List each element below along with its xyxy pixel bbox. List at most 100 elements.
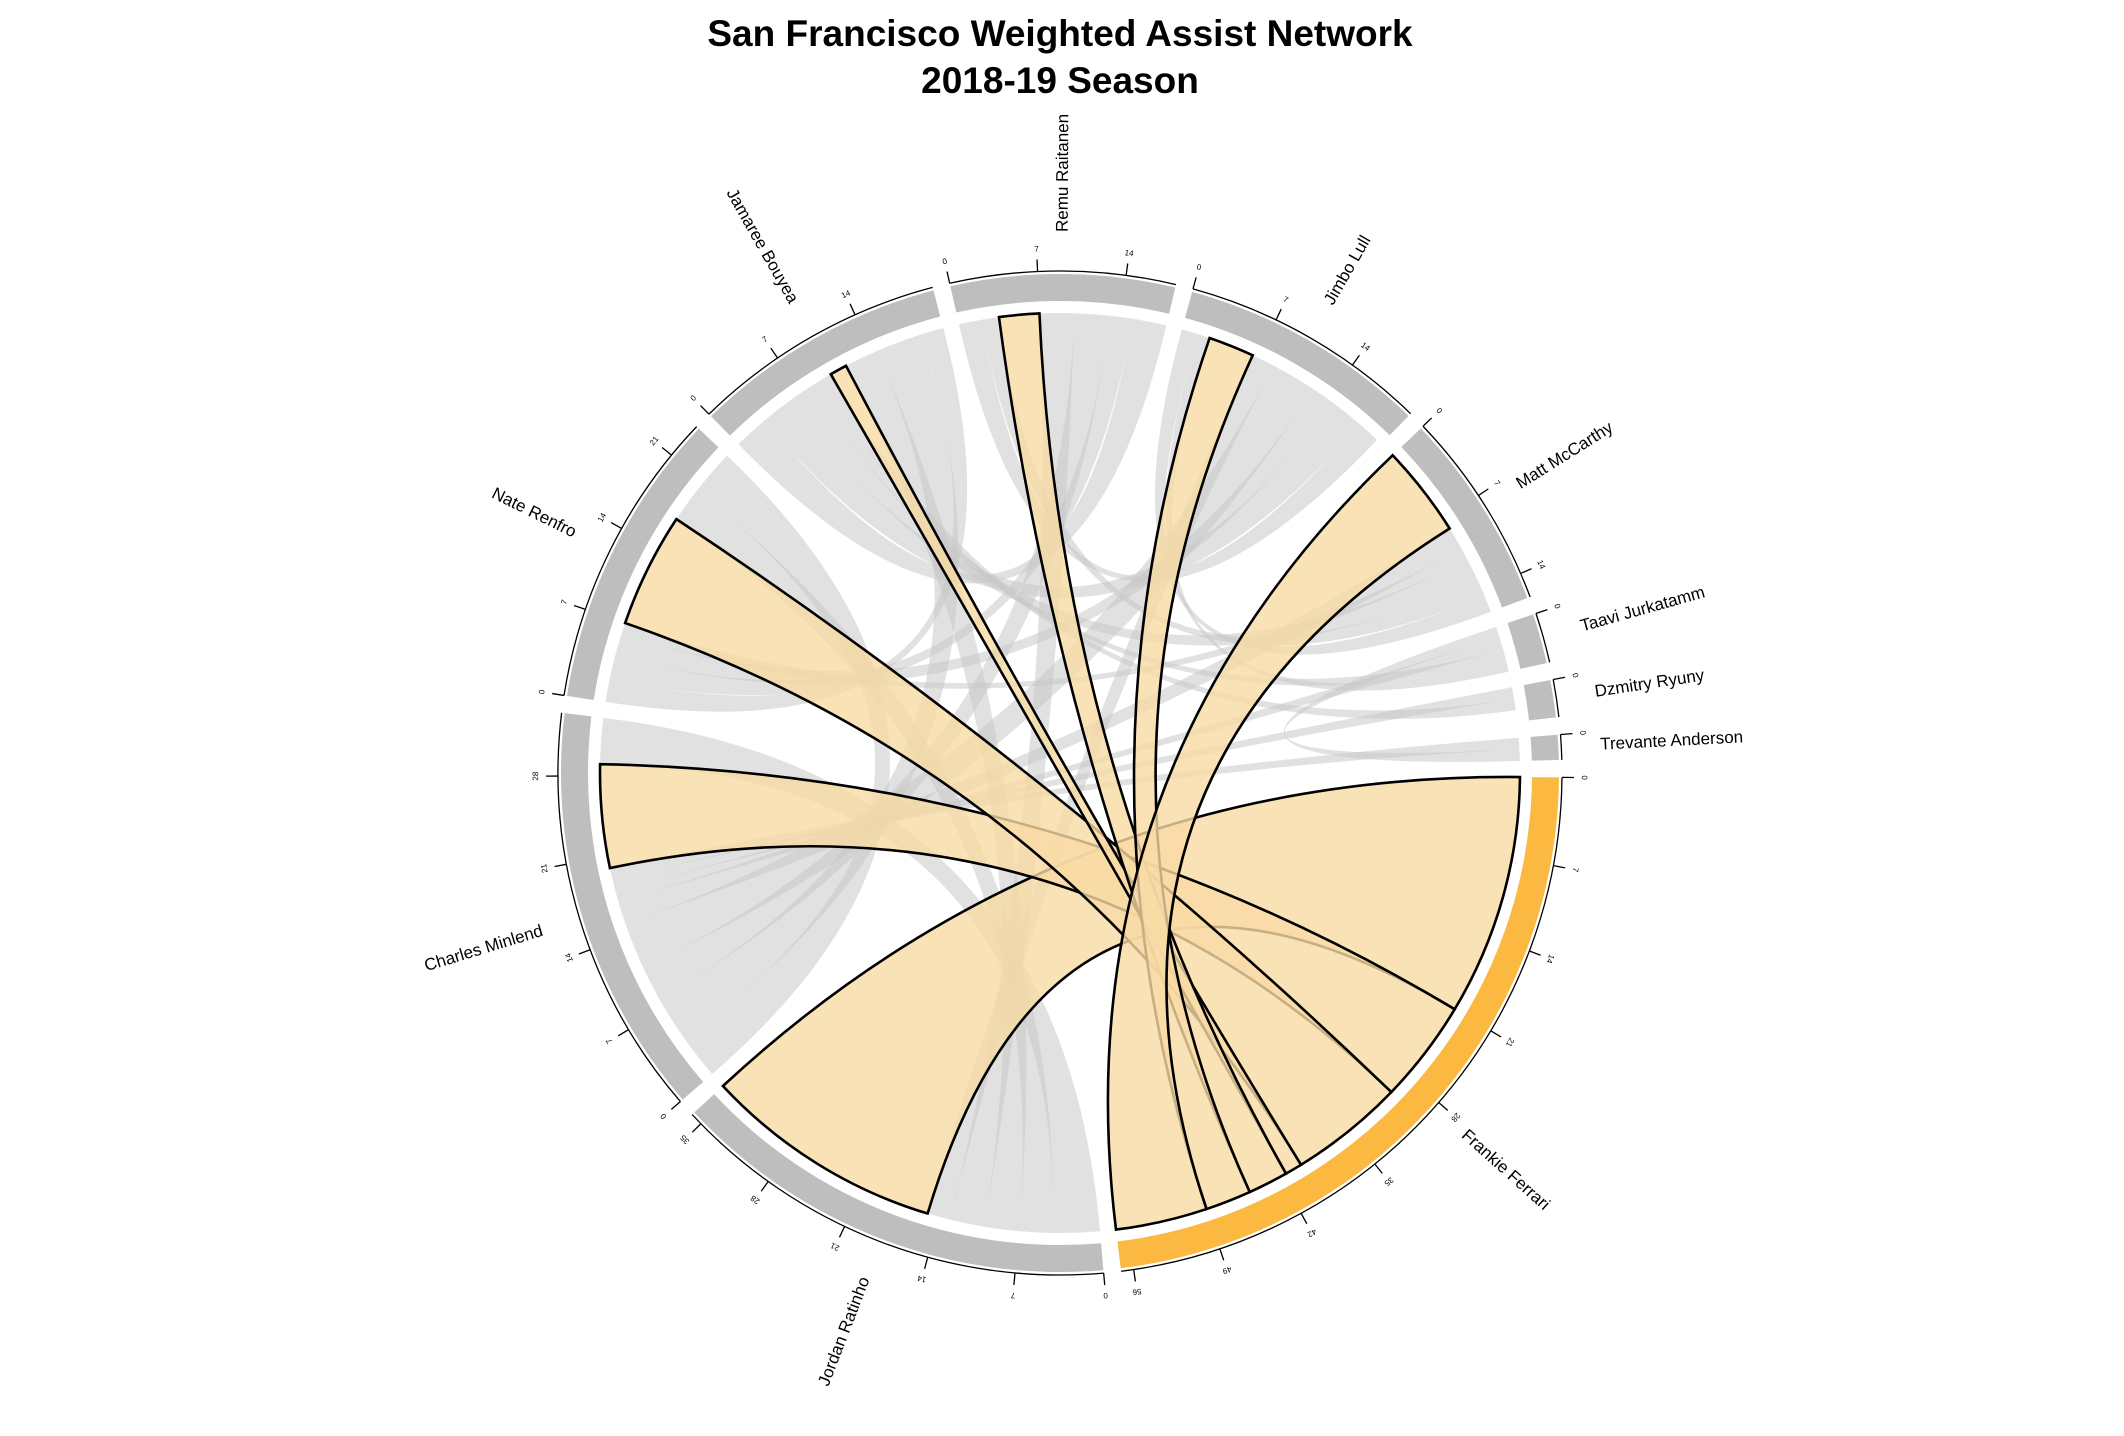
link <box>927 355 1274 1220</box>
chart-title: San Francisco Weighted Assist Network <box>707 13 1413 54</box>
link <box>1154 329 1491 655</box>
tick-label: 42 <box>1305 1227 1318 1239</box>
tick <box>700 405 710 415</box>
tick <box>1520 568 1532 575</box>
tick <box>849 303 856 316</box>
axis-line <box>557 712 681 1102</box>
tick-label: 28 <box>749 1193 762 1206</box>
tick-label: 14 <box>1359 341 1372 354</box>
tick-label: 14 <box>1544 953 1556 965</box>
tick <box>1103 1273 1106 1286</box>
tick <box>946 271 951 284</box>
tick-label: 21 <box>829 1240 841 1252</box>
sector <box>1523 680 1556 721</box>
tick <box>1438 1102 1449 1111</box>
sector <box>711 290 941 436</box>
axis-line <box>708 286 933 415</box>
tick-label: 28 <box>531 771 540 781</box>
sector-label: Dzmitry Ryuny <box>1593 665 1706 700</box>
axis-line <box>691 1114 1104 1276</box>
tick <box>838 1226 846 1238</box>
link <box>683 455 890 1075</box>
tick-label: 0 <box>942 256 949 266</box>
sector-label: Remu Raitanen <box>1053 114 1073 232</box>
link <box>625 365 1314 968</box>
tick-label: 28 <box>1449 1111 1462 1124</box>
tick-label: 21 <box>1504 1036 1517 1049</box>
tick-label: 14 <box>916 1273 927 1284</box>
tick-label: 0 <box>1196 262 1203 272</box>
tick <box>1490 1030 1502 1038</box>
sector <box>1507 614 1547 669</box>
sector <box>1117 777 1559 1269</box>
axis-line <box>1535 613 1551 663</box>
tick-label: 7 <box>1034 245 1039 254</box>
link <box>764 399 1360 598</box>
tick-label: 14 <box>1535 559 1547 571</box>
link <box>958 319 1378 582</box>
tick <box>1477 488 1489 497</box>
tick-label: 21 <box>648 434 661 447</box>
tick-label: 0 <box>1580 775 1589 780</box>
link <box>820 374 1516 719</box>
axis-line <box>1192 288 1412 415</box>
tick <box>1219 1248 1225 1261</box>
sector <box>1185 291 1409 436</box>
sector-label: Trevante Anderson <box>1600 727 1744 753</box>
tick-label: 7 <box>1282 295 1290 305</box>
tick <box>923 1257 929 1270</box>
tick-label: 0 <box>1578 730 1587 736</box>
axis-line <box>1121 777 1563 1272</box>
tick-label: 14 <box>1124 248 1135 258</box>
tick <box>1133 1269 1137 1282</box>
tick-label: 35 <box>678 1133 691 1146</box>
tick <box>1275 308 1282 321</box>
tick <box>1374 1163 1383 1174</box>
link <box>609 315 1133 696</box>
tick-label: 0 <box>1570 672 1580 679</box>
tick-label: 56 <box>1131 1287 1142 1297</box>
tick <box>1529 950 1541 956</box>
link <box>605 328 968 712</box>
link <box>1283 626 1520 762</box>
tick <box>1553 676 1566 681</box>
tick-label: 7 <box>559 598 569 606</box>
tick-label: 35 <box>1382 1175 1395 1188</box>
sector-label: Nate Renfro <box>489 484 580 542</box>
sector <box>694 1094 1104 1273</box>
tick <box>1192 277 1197 290</box>
tick <box>1125 263 1129 276</box>
sector-label: Jimbo Lull <box>1320 232 1375 308</box>
highlight-links <box>598 312 1522 1232</box>
sector <box>1401 428 1528 608</box>
sector-label: Taavi Jurkatamm <box>1578 582 1707 635</box>
chart-subtitle: 2018-19 Season <box>921 60 1199 101</box>
link <box>609 737 1520 880</box>
tick-label: 14 <box>596 511 608 524</box>
axis-line <box>1552 679 1560 718</box>
sector-label: Frankie Ferrari <box>1458 1125 1554 1213</box>
sector <box>1530 734 1559 761</box>
tick <box>610 522 622 530</box>
tick <box>1535 609 1548 615</box>
tick-label: 0 <box>1434 406 1444 416</box>
link <box>981 317 1485 646</box>
highlight-link <box>1106 453 1452 1232</box>
tick <box>552 692 565 697</box>
link <box>615 389 1333 685</box>
tick <box>1351 354 1360 366</box>
tick-label: 7 <box>1010 1291 1016 1300</box>
link <box>658 334 959 1038</box>
sector-label: Jamaree Bouyea <box>723 185 803 307</box>
tick-label: 0 <box>537 689 547 695</box>
sector <box>566 428 719 701</box>
tick-label: 0 <box>1102 1291 1108 1300</box>
tick <box>617 1029 629 1037</box>
tick-label: 14 <box>563 951 575 963</box>
link <box>618 528 1462 925</box>
tick-label: 7 <box>604 1036 614 1045</box>
tick-label: 14 <box>840 288 852 300</box>
axis-line <box>1422 425 1531 598</box>
sector-label: Matt McCarthy <box>1513 418 1617 493</box>
